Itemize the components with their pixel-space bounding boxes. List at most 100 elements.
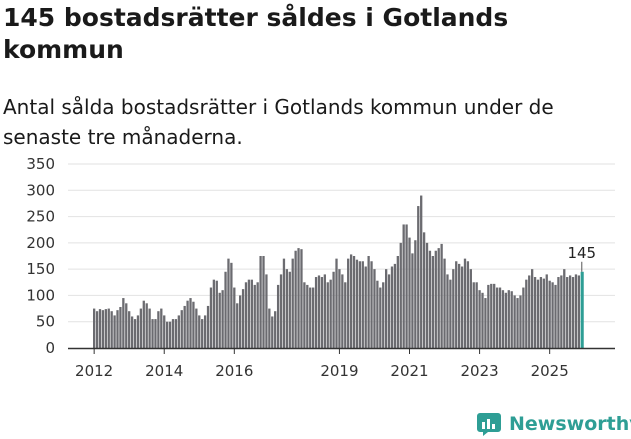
bar xyxy=(218,292,221,348)
bar xyxy=(481,292,484,348)
chart-subtitle: Antal sålda bostadsrätter i Gotlands kom… xyxy=(3,95,554,149)
bar xyxy=(344,282,347,348)
bar xyxy=(452,269,455,348)
bar xyxy=(440,243,443,348)
bar xyxy=(195,308,198,348)
data-labels: 145 xyxy=(567,244,596,272)
bar xyxy=(166,321,169,348)
bar xyxy=(314,277,318,348)
bar xyxy=(580,271,584,348)
y-tick-label: 150 xyxy=(26,260,55,278)
bar xyxy=(303,282,306,348)
bar xyxy=(554,284,557,348)
bar xyxy=(317,275,321,348)
bar xyxy=(402,224,405,348)
bar xyxy=(93,308,96,348)
bar xyxy=(279,274,283,348)
bar xyxy=(370,261,373,348)
bar xyxy=(510,291,513,348)
bar xyxy=(361,261,364,348)
bar xyxy=(262,256,265,348)
bar xyxy=(125,303,128,348)
bar xyxy=(349,254,353,348)
bar xyxy=(329,279,332,348)
bar xyxy=(411,253,414,348)
bar xyxy=(180,310,183,348)
bar xyxy=(95,311,99,348)
x-tick-label: 2012 xyxy=(75,362,113,380)
bar xyxy=(189,298,192,348)
bar xyxy=(107,308,110,348)
bar xyxy=(294,250,297,348)
bar xyxy=(119,306,122,348)
bar xyxy=(542,278,545,348)
bar xyxy=(574,274,578,348)
bar xyxy=(563,269,566,348)
bar xyxy=(501,290,505,348)
bar xyxy=(504,292,508,348)
bar xyxy=(300,249,303,348)
bar xyxy=(390,266,394,348)
bar xyxy=(268,308,271,348)
bar xyxy=(136,315,140,348)
x-tick-label: 2025 xyxy=(531,362,569,380)
bar xyxy=(288,271,291,348)
bar xyxy=(198,315,201,348)
bar xyxy=(463,258,467,348)
bar xyxy=(157,311,160,348)
bar xyxy=(247,279,251,348)
bar xyxy=(338,269,341,348)
bar xyxy=(422,232,426,348)
y-tick-label: 200 xyxy=(26,234,55,252)
bar xyxy=(352,256,356,348)
bars xyxy=(93,195,584,348)
y-tick-label: 0 xyxy=(45,339,55,357)
bar xyxy=(528,275,531,348)
bar xyxy=(259,256,262,348)
bar xyxy=(355,259,359,348)
bar xyxy=(224,271,227,348)
bar xyxy=(428,250,432,348)
x-tick-label: 2016 xyxy=(215,362,253,380)
bar xyxy=(531,269,534,348)
newsworthy-brand[interactable]: Newsworthy xyxy=(476,409,631,439)
bar xyxy=(414,240,417,348)
bar xyxy=(382,282,385,348)
bar xyxy=(408,237,411,348)
bar xyxy=(130,316,134,348)
bar xyxy=(522,287,525,348)
bar xyxy=(101,310,105,348)
bar xyxy=(332,271,335,348)
bar xyxy=(154,319,157,348)
bar xyxy=(393,263,397,348)
last-value-label: 145 xyxy=(567,244,596,262)
bar xyxy=(145,303,148,348)
bar xyxy=(151,319,154,348)
bar xyxy=(519,295,522,348)
bar xyxy=(116,310,119,348)
bar xyxy=(326,282,329,348)
bar xyxy=(192,301,195,348)
bar xyxy=(241,289,245,348)
bar xyxy=(276,284,280,348)
bar xyxy=(128,311,131,348)
bar xyxy=(291,258,294,348)
bar xyxy=(335,258,338,348)
y-tick-label: 350 xyxy=(26,155,55,173)
bar xyxy=(379,287,382,348)
bar xyxy=(484,298,487,348)
bar xyxy=(455,261,458,348)
bar xyxy=(306,284,309,348)
bar xyxy=(536,279,540,348)
bar xyxy=(385,269,388,348)
bar xyxy=(425,242,429,348)
bar xyxy=(320,277,324,348)
bar xyxy=(110,311,113,348)
bar xyxy=(227,258,230,348)
bar xyxy=(230,262,233,348)
bar xyxy=(396,256,399,348)
bar xyxy=(297,248,300,348)
bar xyxy=(177,315,180,348)
bar xyxy=(460,266,464,348)
bar xyxy=(148,308,151,348)
